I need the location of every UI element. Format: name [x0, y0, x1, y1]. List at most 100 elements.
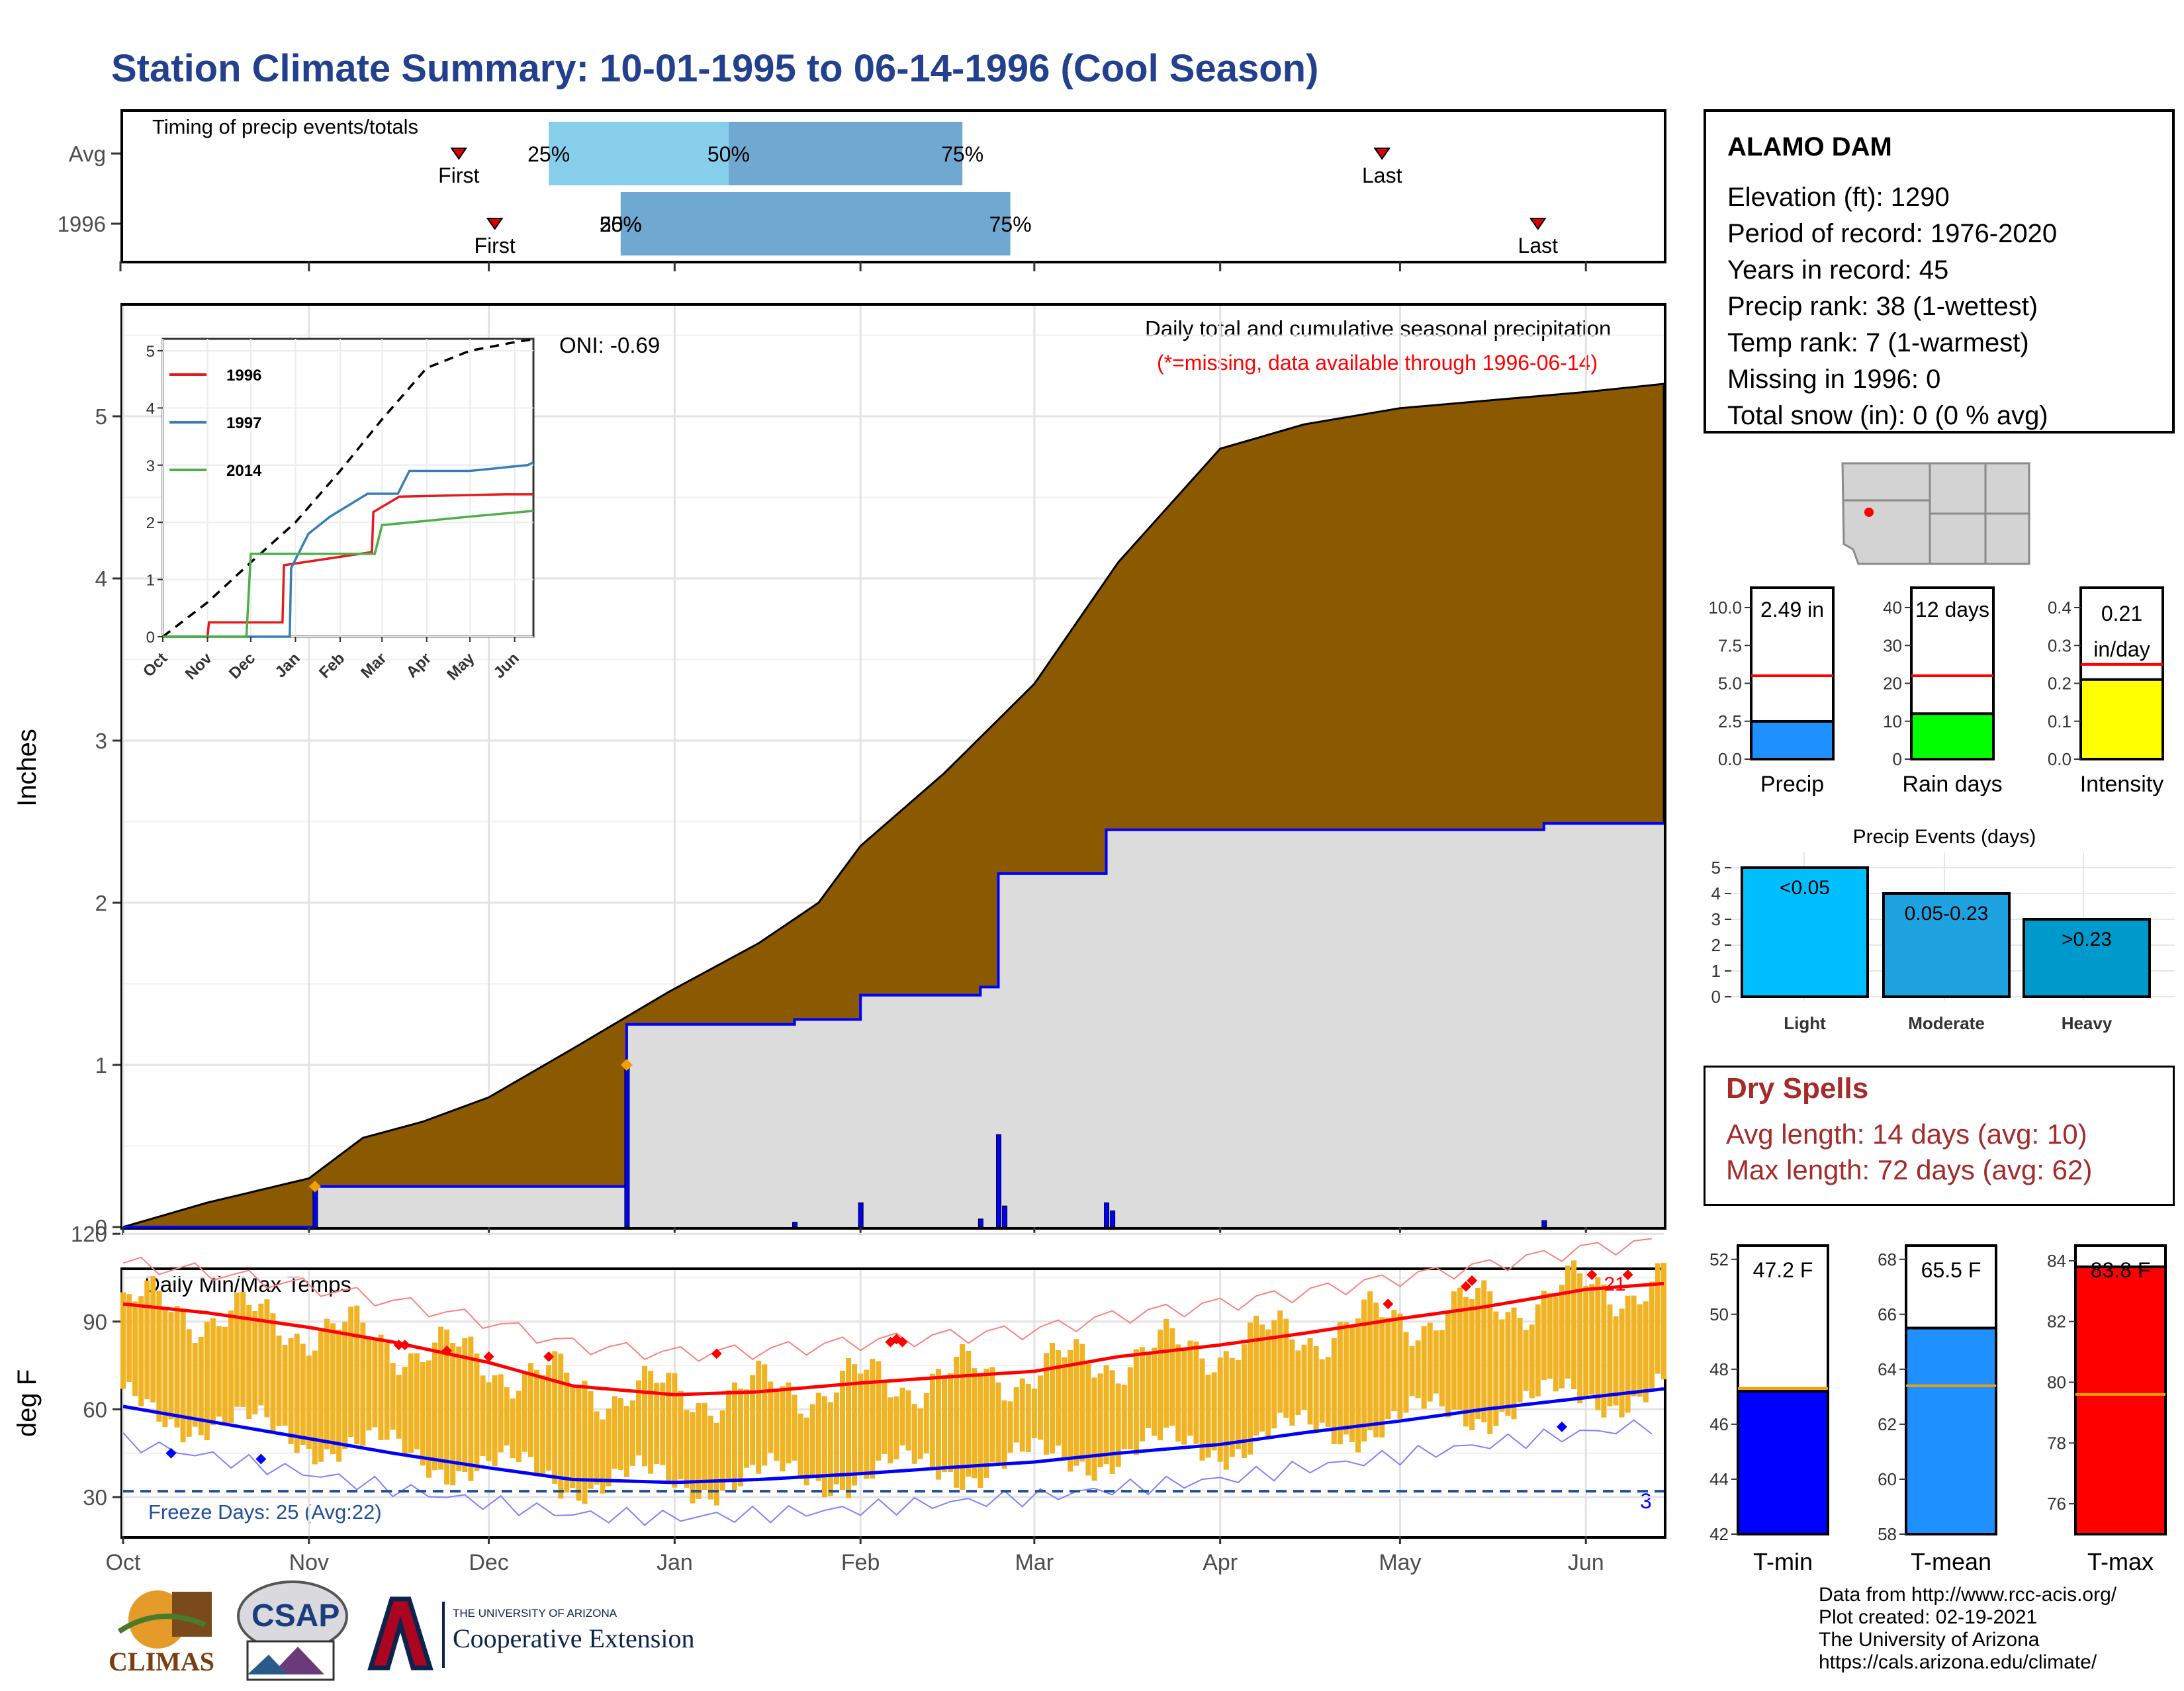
daily-temp-bar [1289, 1339, 1295, 1426]
daily-temp-bar [713, 1422, 719, 1506]
ua-logo-big-text: Cooperative Extension [453, 1623, 695, 1653]
daily-temp-bar [240, 1292, 246, 1407]
daily-temp-bar [833, 1393, 839, 1485]
timing-q75-label: 75% [941, 142, 983, 166]
daily-temp-bar [527, 1363, 533, 1457]
daily-temp-bar [948, 1373, 954, 1472]
inset-y-tick-label: 2 [146, 514, 155, 532]
daily-temp-bar [1115, 1383, 1121, 1467]
ua-logo [357, 1595, 443, 1674]
daily-temp-bar [899, 1387, 905, 1445]
daily-temp-bar [492, 1375, 498, 1467]
record-count-label: 21 [1604, 1273, 1625, 1295]
record-high-marker [1622, 1269, 1633, 1281]
events-bar [2023, 918, 2151, 998]
record-high-marker [711, 1348, 722, 1359]
daily-temp-bar [1271, 1320, 1277, 1429]
daily-temp-bar [978, 1375, 983, 1488]
precip-y-tick-label: 2 [95, 891, 107, 915]
daily-temp-bar [876, 1361, 882, 1461]
daily-temp-bar [1133, 1349, 1139, 1455]
daily-temp-bar [510, 1398, 516, 1459]
month-axis-label: Jan [657, 1550, 693, 1575]
daily-temp-bar [1439, 1330, 1445, 1407]
inset-legend-label: 1996 [226, 367, 261, 385]
record-low-marker [255, 1453, 267, 1465]
daily-temp-bar [941, 1375, 947, 1473]
station-missing: Missing in 1996: 0 [1727, 365, 1941, 394]
summary-bar-tick-label: 7.5 [1718, 635, 1742, 655]
inset-chart: 0 1 2 3 4 5 Oct Nov Dec Jan Feb Mar Apr May Jun 1996 199… [140, 338, 535, 684]
daily-temp-bar [929, 1373, 935, 1469]
daily-temp-bar [617, 1398, 623, 1471]
summary-bar-tick-label: 40 [1883, 598, 1902, 617]
daily-temp-bar [1643, 1301, 1649, 1403]
record-high-marker [897, 1336, 908, 1348]
daily-precip-bar [858, 1202, 864, 1228]
daily-temp-bar [216, 1326, 222, 1417]
daily-temp-bar [198, 1336, 204, 1436]
record-low-marker [165, 1447, 177, 1459]
daily-temp-bar [935, 1369, 941, 1480]
daily-temp-bar [1523, 1330, 1529, 1391]
daily-temp-bar [558, 1353, 564, 1499]
events-category-label: Moderate [1908, 1013, 1985, 1033]
daily-temp-bar [792, 1394, 797, 1461]
events-bar-label: <0.05 [1780, 877, 1830, 899]
daily-temp-bar [1295, 1350, 1301, 1416]
daily-temp-bar [1121, 1385, 1127, 1449]
daily-temp-bar [636, 1380, 642, 1456]
daily-temp-bar [438, 1326, 444, 1470]
daily-temp-bar [846, 1357, 852, 1498]
daily-temp-bar [654, 1383, 660, 1465]
daily-temp-bar [1463, 1297, 1469, 1427]
daily-temp-bar [1541, 1291, 1547, 1381]
daily-temp-bar [576, 1385, 582, 1501]
daily-temp-bar [1241, 1344, 1247, 1458]
summary-bar-tick-label: 0 [1893, 749, 1902, 769]
daily-temp-bar [1158, 1330, 1163, 1441]
daily-temp-bar [1265, 1329, 1271, 1439]
daily-temp-bar [1145, 1353, 1151, 1428]
record-low-line [122, 1419, 1653, 1526]
daily-temp-bar [1397, 1313, 1403, 1419]
events-bar-label: 0.05-0.23 [1905, 903, 1989, 925]
timing-last-marker [1529, 218, 1547, 230]
temp-summary-x-label: T-min [1753, 1548, 1813, 1575]
dry-spells-avg: Avg length: 14 days (avg: 10) [1726, 1119, 2087, 1150]
daily-temp-bar [534, 1369, 540, 1475]
summary-bar-x-label: Rain days [1902, 772, 2002, 797]
daily-temp-bar [1409, 1346, 1415, 1396]
daily-temp-bar [486, 1382, 492, 1461]
precip-y-tick-label: 4 [95, 567, 107, 591]
daily-temp-bar [258, 1303, 264, 1406]
temp-summary-value-label: 83.8 F [2091, 1258, 2151, 1282]
daily-temp-bar [696, 1402, 702, 1499]
record-high-marker [543, 1351, 555, 1362]
daily-temp-bar [1607, 1304, 1613, 1406]
csap-logo: CSAP [232, 1575, 351, 1688]
record-high-marker [1383, 1299, 1394, 1310]
inset-x-tick-label: May [443, 649, 478, 684]
precip-chart: 0 1 2 3 4 5 Inches [13, 306, 1665, 1240]
temp-summary-tick-label: 58 [1878, 1524, 1897, 1544]
footer-university: The University of Arizona [1819, 1629, 2040, 1651]
daily-temp-bar [684, 1410, 690, 1488]
daily-temp-bar [354, 1305, 360, 1445]
daily-temp-bar [1283, 1318, 1289, 1418]
month-axis-label: Apr [1203, 1550, 1238, 1575]
daily-temp-bar [821, 1396, 827, 1498]
daily-temp-bar [1073, 1339, 1079, 1466]
daily-temp-bar [594, 1411, 600, 1485]
timing-last-label: Last [1362, 163, 1402, 187]
month-axis-label: Dec [469, 1550, 508, 1575]
temp-summary-tick-label: 78 [2047, 1433, 2066, 1453]
daily-temp-bar [1175, 1344, 1181, 1441]
daily-temp-bar [1235, 1359, 1241, 1449]
summary-bar-tick-label: 0.1 [2048, 711, 2071, 731]
daily-temp-bar [864, 1369, 870, 1479]
daily-temp-bar [1343, 1322, 1349, 1435]
record-high-marker [393, 1340, 404, 1351]
month-axis-label: Jun [1568, 1550, 1604, 1575]
